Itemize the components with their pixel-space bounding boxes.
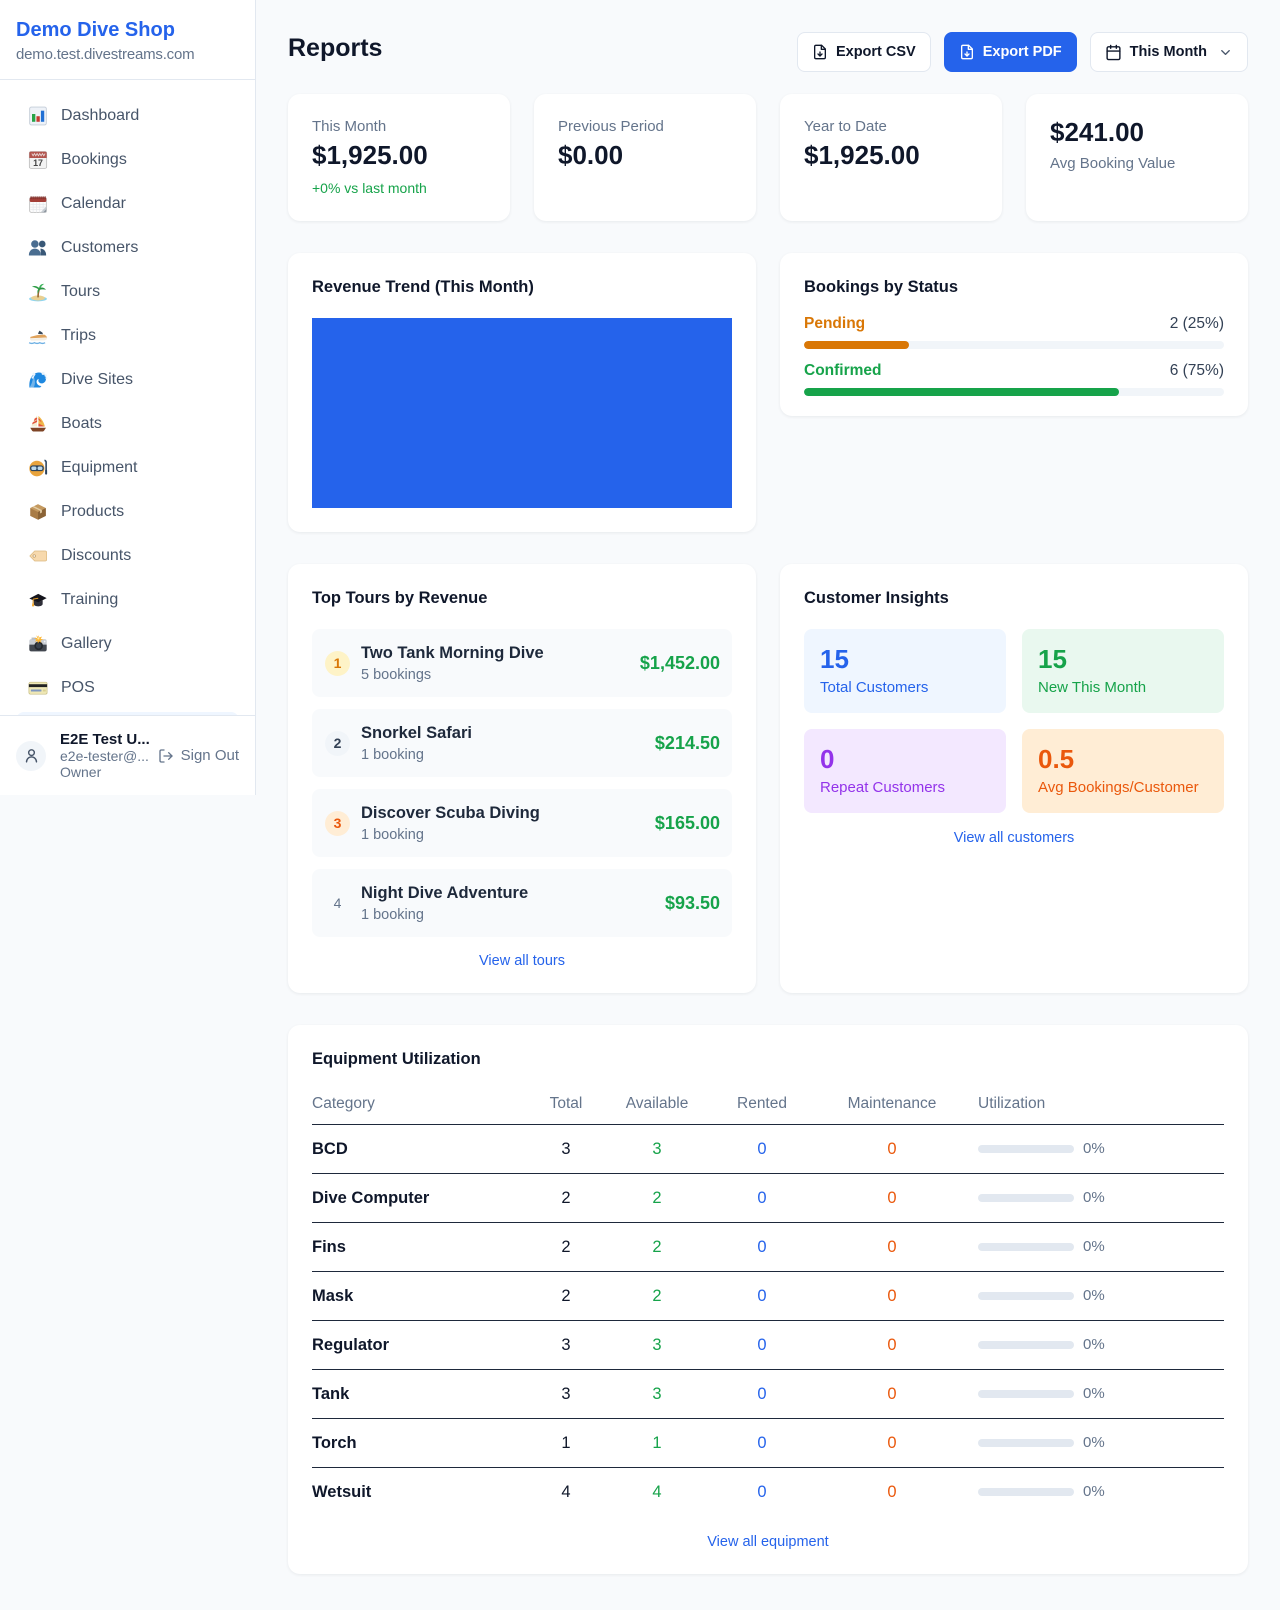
svg-text:17: 17 [33, 158, 43, 168]
